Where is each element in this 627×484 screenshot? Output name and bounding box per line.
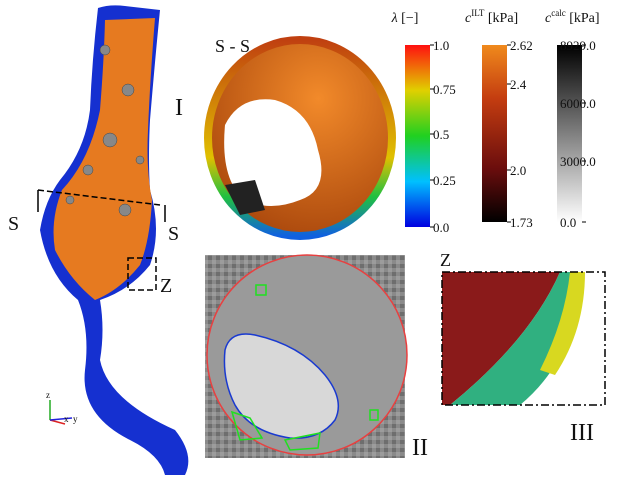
- colorbar-title: λ [−]: [391, 11, 419, 26]
- unit: [kPa]: [566, 11, 600, 26]
- tick-label: 1.0: [433, 38, 449, 53]
- tick-label: 8929.0: [560, 38, 596, 53]
- tick-label: 2.4: [510, 77, 527, 92]
- superscript: ILT: [471, 8, 485, 18]
- axis-label: y: [73, 414, 78, 424]
- tick-label: 0.75: [433, 82, 456, 97]
- axis-triad: z x y: [46, 390, 78, 424]
- tick-label: 1.73: [510, 215, 533, 230]
- colorbar-title: ccalc [kPa]: [545, 8, 600, 26]
- superscript: calc: [551, 8, 565, 18]
- unit: [kPa]: [484, 11, 518, 26]
- colorbar: [405, 45, 430, 227]
- symbol: λ: [391, 11, 398, 26]
- tick-label: 0.0: [560, 215, 576, 230]
- colorbar: [557, 45, 582, 222]
- panel-label: I: [175, 95, 183, 121]
- tick-label: 3000.0: [560, 154, 596, 169]
- ct-image: [205, 255, 407, 458]
- colorbar-title: cILT [kPa]: [465, 8, 518, 26]
- figure: z x y I S S Z S - S λ [−] 1.0 0.75 0.5 0.25 0…: [0, 0, 627, 479]
- axis-label: x: [64, 414, 69, 424]
- zoom-marker: Z: [160, 275, 172, 297]
- axis-label: z: [46, 390, 50, 400]
- tick-label: 0.0: [433, 220, 449, 235]
- tick-label: 2.0: [510, 163, 526, 178]
- tick-label: 6000.0: [560, 96, 596, 111]
- section-label: S: [8, 213, 19, 235]
- vessel-model: [38, 5, 188, 475]
- section-label: S: [168, 223, 179, 245]
- colorbar: [482, 45, 507, 222]
- unit: [−]: [398, 11, 419, 26]
- tick-label: 0.5: [433, 127, 449, 142]
- panel-label: II: [412, 435, 428, 461]
- zoom-view: [442, 272, 605, 405]
- cross-section: [208, 40, 392, 236]
- tick-label: 2.62: [510, 38, 533, 53]
- panel-label: III: [570, 420, 594, 446]
- section-title: S - S: [215, 36, 250, 56]
- zoom-title: Z: [440, 250, 451, 270]
- tick-label: 0.25: [433, 173, 456, 188]
